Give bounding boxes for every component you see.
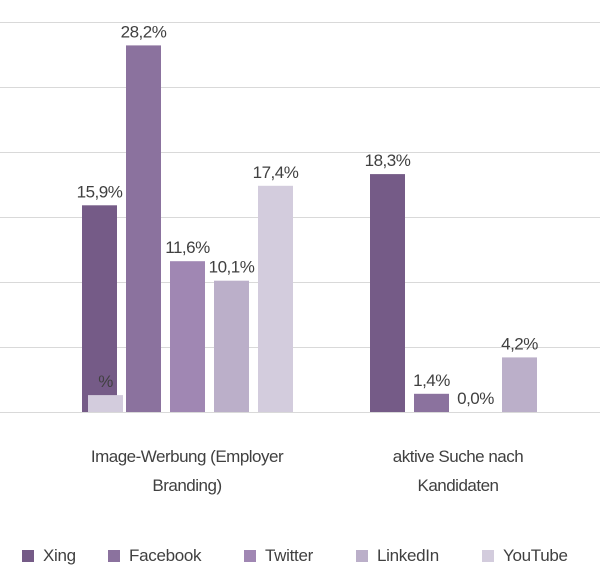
- data-label: 18,3%: [365, 151, 411, 170]
- legend-item-xing: Xing: [22, 544, 76, 568]
- legend-item-linkedin: LinkedIn: [356, 544, 439, 568]
- legend-swatch: [244, 550, 256, 562]
- legend-swatch: [108, 550, 120, 562]
- data-label: 0,0%: [457, 389, 494, 408]
- category-label: Image-Werbung (Employer Branding): [90, 447, 284, 495]
- legend-swatch: [22, 550, 34, 562]
- data-label: 17,4%: [253, 163, 299, 182]
- data-label: 15,9%: [77, 182, 123, 201]
- category-label: aktive Suche nach Kandidaten: [392, 447, 524, 495]
- legend-swatch: [356, 550, 368, 562]
- bar-twitter-1: [170, 261, 205, 412]
- bar-linkedin-1: [214, 280, 249, 412]
- bar-linkedin-2: [502, 357, 537, 412]
- data-label: 1,4%: [413, 371, 450, 390]
- legend-item-twitter: Twitter: [244, 544, 313, 568]
- legend-label: YouTube: [503, 546, 568, 565]
- bar-youtube-1: [258, 185, 293, 412]
- data-label: 10,1%: [209, 258, 255, 277]
- legend-label: Xing: [43, 546, 76, 565]
- bar-youtube-0: [88, 395, 123, 412]
- bar-facebook-1: [126, 45, 161, 413]
- bar-facebook-2: [414, 393, 449, 412]
- bar-xing-1: [82, 205, 117, 412]
- data-label: %: [98, 372, 113, 391]
- data-label: 11,6%: [165, 238, 210, 257]
- legend: Xing Facebook Twitter LinkedIn YouTube: [0, 544, 600, 568]
- legend-item-facebook: Facebook: [108, 544, 202, 568]
- legend-swatch: [482, 550, 494, 562]
- bar-xing-2: [370, 174, 405, 412]
- legend-label: Twitter: [265, 546, 313, 565]
- legend-label: Facebook: [129, 546, 202, 565]
- data-label: 4,2%: [501, 334, 538, 353]
- legend-item-youtube: YouTube: [482, 544, 568, 568]
- legend-label: LinkedIn: [377, 546, 439, 565]
- data-label: 28,2%: [121, 22, 167, 41]
